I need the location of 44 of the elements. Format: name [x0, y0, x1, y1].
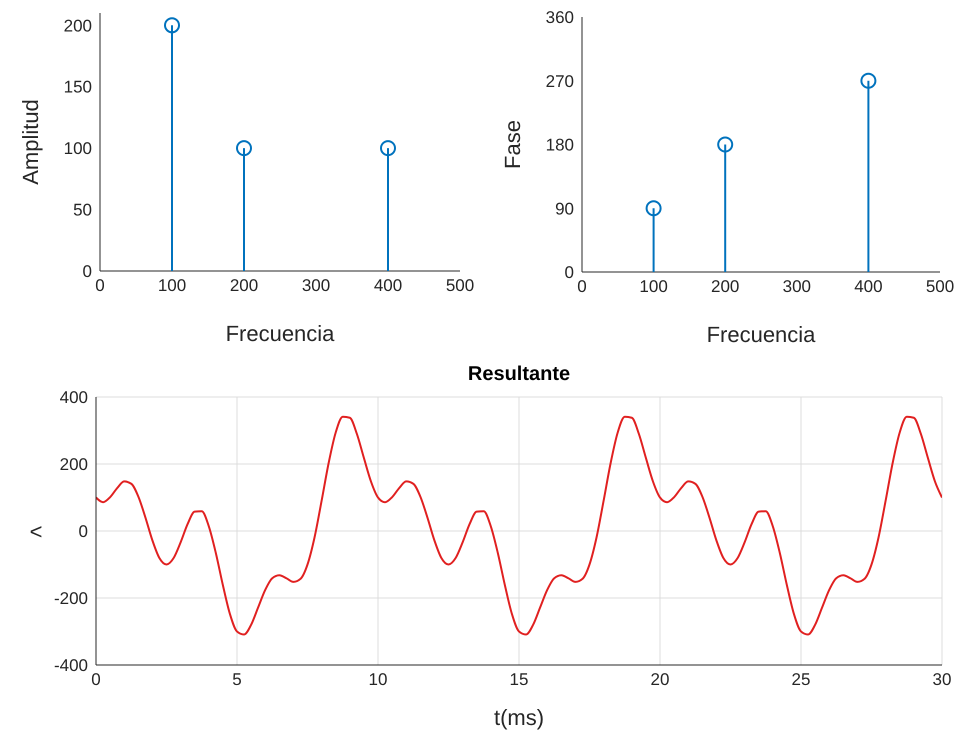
x-tick-label: 300	[782, 277, 811, 296]
x-tick-label: 15	[510, 670, 528, 690]
x-axis-title: Frecuencia	[706, 322, 816, 347]
y-tick-label: 90	[555, 199, 574, 218]
x-tick-label: 0	[95, 276, 105, 296]
y-tick-label: -400	[54, 656, 88, 676]
y-tick-label: 270	[546, 72, 574, 91]
line-series	[96, 416, 942, 636]
x-tick-label: 30	[932, 670, 952, 690]
x-tick-label: 25	[792, 670, 810, 690]
x-tick-label: 0	[577, 277, 587, 296]
chart-title: Resultante	[466, 363, 572, 386]
x-tick-label: 500	[926, 277, 954, 296]
x-tick-label: 100	[158, 276, 186, 296]
x-tick-label: 5	[232, 670, 242, 690]
y-tick-label: 0	[564, 263, 574, 282]
point	[860, 72, 876, 89]
x-axis-title: t(ms)	[494, 705, 544, 730]
y-tick-label: -200	[54, 589, 88, 608]
y-tick-label: 100	[64, 139, 92, 158]
y-tick-label: 0	[78, 522, 88, 542]
y-axis-title: Amplitud	[18, 99, 43, 185]
y-tick-label: 360	[546, 8, 574, 28]
x-tick-label: 500	[446, 276, 474, 296]
x-tick-label: 200	[711, 277, 740, 296]
point	[717, 136, 734, 152]
y-axis-title: <	[30, 518, 42, 544]
y-tick-label: 0	[82, 262, 92, 282]
x-tick-label: 300	[302, 276, 330, 296]
y-tick-label: 200	[64, 16, 92, 36]
y-tick-label: 180	[546, 136, 574, 155]
y-tick-label: 50	[73, 200, 92, 220]
x-tick-label: 20	[650, 670, 670, 690]
x-axis-title: Frecuencia	[226, 321, 336, 346]
x-tick-label: 400	[854, 277, 883, 296]
y-tick-label: 200	[60, 455, 88, 474]
y-tick-label: 150	[64, 78, 92, 97]
y-tick-label: 400	[60, 388, 88, 408]
y-axis-title: Fase	[500, 120, 525, 169]
point	[646, 200, 662, 216]
x-tick-label: 100	[639, 277, 668, 296]
x-tick-label: 200	[230, 276, 258, 296]
x-tick-label: 10	[368, 670, 388, 690]
x-tick-label: 400	[374, 276, 402, 296]
